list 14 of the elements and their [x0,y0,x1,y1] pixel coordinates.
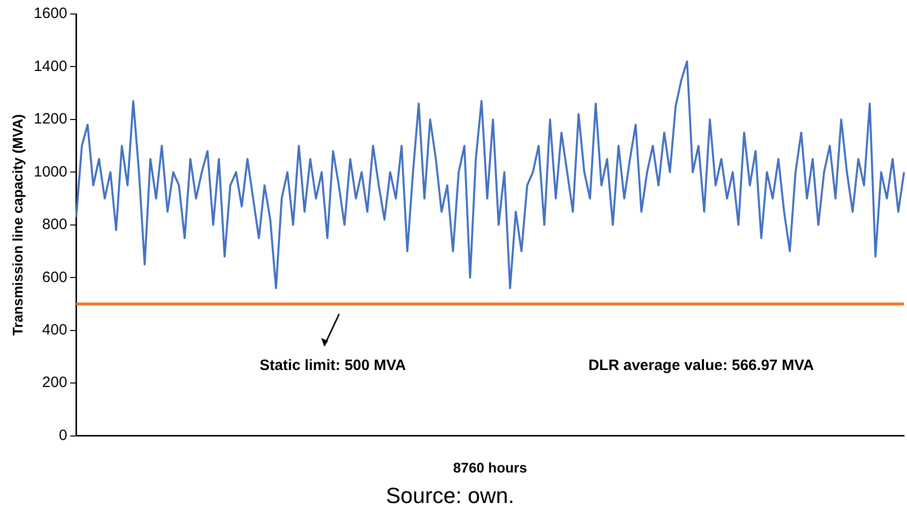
y-axis-title: Transmission line capacity (MVA) [9,114,26,336]
y-tick-label: 1000 [34,163,68,180]
y-tick-label: 1400 [34,58,68,75]
y-tick-label: 200 [42,374,68,392]
y-tick-label: 1200 [34,110,68,128]
y-tick-label: 1600 [34,5,68,22]
y-tick-label: 800 [42,216,68,234]
y-tick-label: 600 [42,268,68,286]
ref-line-label: Static limit: 500 MVA [260,357,406,374]
y-tick-label: 0 [58,426,68,444]
source-note: Source: own. [386,483,514,508]
annotation: DLR average value: 566.97 MVA [588,357,814,374]
y-tick-label: 400 [42,321,68,338]
x-axis-title: 8760 hours [453,459,528,476]
